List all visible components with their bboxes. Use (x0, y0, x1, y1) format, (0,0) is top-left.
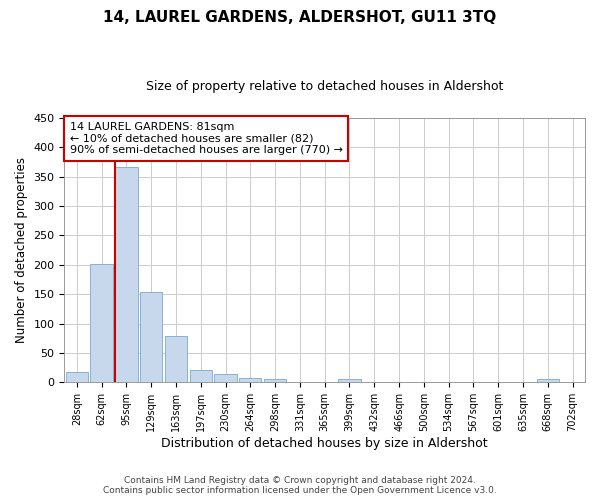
Text: Contains HM Land Registry data © Crown copyright and database right 2024.
Contai: Contains HM Land Registry data © Crown c… (103, 476, 497, 495)
Text: 14, LAUREL GARDENS, ALDERSHOT, GU11 3TQ: 14, LAUREL GARDENS, ALDERSHOT, GU11 3TQ (103, 10, 497, 25)
Bar (190, 370, 212, 382)
Bar (165, 336, 187, 382)
Text: 14 LAUREL GARDENS: 81sqm
← 10% of detached houses are smaller (82)
90% of semi-d: 14 LAUREL GARDENS: 81sqm ← 10% of detach… (70, 122, 343, 155)
X-axis label: Distribution of detached houses by size in Aldershot: Distribution of detached houses by size … (161, 437, 488, 450)
Bar (65, 372, 88, 382)
Y-axis label: Number of detached properties: Number of detached properties (15, 157, 28, 343)
Bar (140, 292, 163, 382)
Bar (264, 380, 286, 382)
Bar (536, 380, 559, 382)
Bar (115, 167, 137, 382)
Bar (91, 264, 113, 382)
Bar (338, 380, 361, 382)
Title: Size of property relative to detached houses in Aldershot: Size of property relative to detached ho… (146, 80, 503, 93)
Bar (239, 378, 262, 382)
Bar (214, 374, 236, 382)
